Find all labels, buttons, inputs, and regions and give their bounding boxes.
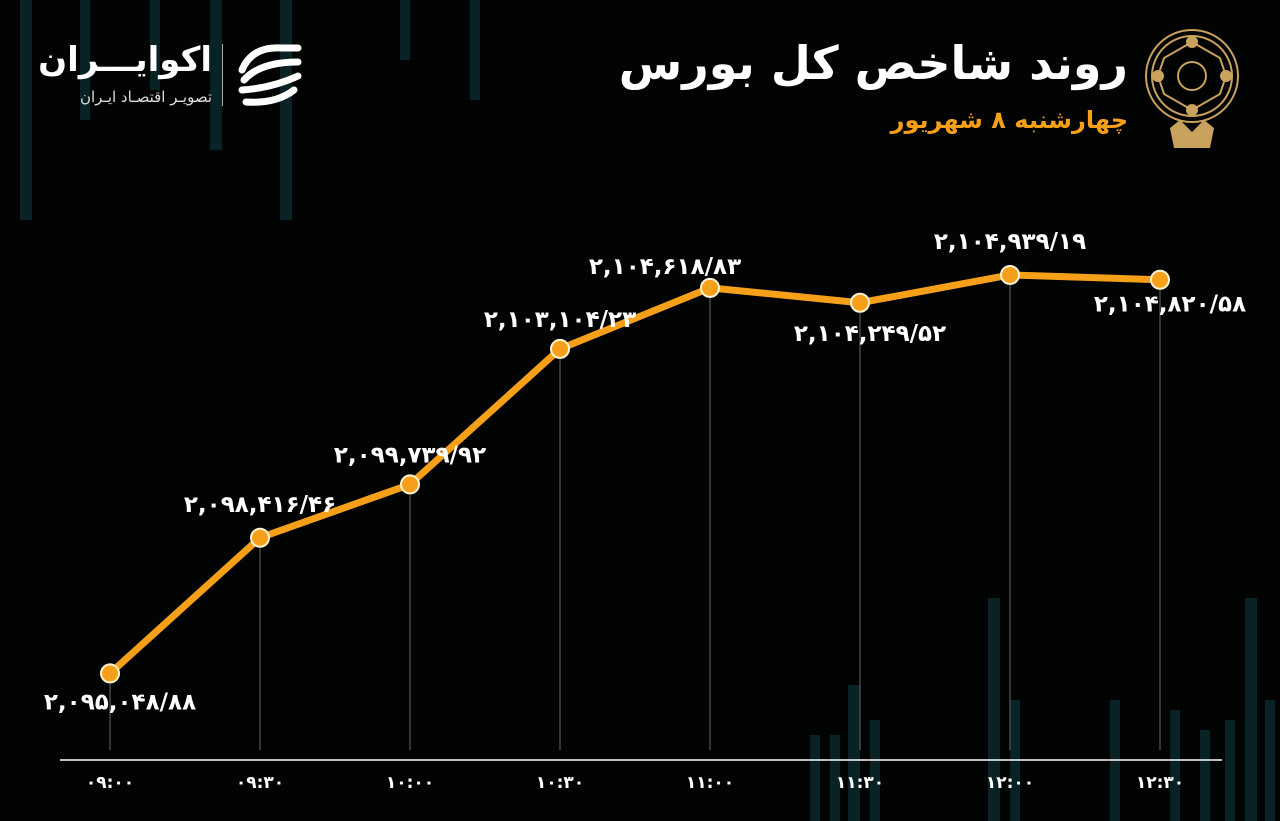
background-bar [470,0,480,100]
x-tick-label: ۱۱:۳۰ [836,773,884,793]
x-tick-label: ۱۱:۰۰ [686,773,734,793]
data-label: ۲,۱۰۴,۲۴۹/۵۲ [794,321,946,347]
chart-title: روند شاخص کل بورس [618,36,1128,90]
background-bar [810,735,820,821]
background-bar [20,0,32,220]
data-point [550,338,570,359]
data-label: ۲,۰۹۸,۴۱۶/۴۶ [184,492,336,518]
data-label: ۲,۱۰۴,۶۱۸/۸۳ [589,254,741,280]
data-label: ۲,۱۰۴,۹۳۹/۱۹ [934,229,1086,255]
background-bar [150,0,160,90]
x-tick-label: ۰۹:۳۰ [236,773,284,793]
brand-name: اکوایـــران [38,40,212,80]
background-bar [1170,710,1180,821]
data-label: ۲,۱۰۳,۱۰۴/۲۳ [484,307,636,333]
background-bar [988,598,1000,821]
brand-logo: اکوایـــران تصویـر اقتصـاد ایـران [38,40,312,110]
background-bar [280,0,292,220]
data-point [400,474,420,495]
data-point [250,527,270,548]
data-point [1150,269,1170,290]
data-label: ۲,۰۹۹,۷۳۹/۹۲ [334,442,486,468]
background-bar [80,0,90,120]
background-bar [848,685,860,821]
background-bar [210,0,222,150]
x-tick-label: ۰۹:۰۰ [86,773,134,793]
data-label: ۲,۰۹۵,۰۴۸/۸۸ [44,689,196,715]
stock-exchange-seal-icon [1145,29,1239,148]
ecoiran-logo-icon [238,44,302,106]
data-point [100,663,120,684]
chart-subtitle: چهارشنبه ۸ شهریور [890,106,1128,134]
x-tick-label: ۱۲:۳۰ [1136,773,1184,793]
data-point [850,292,870,313]
data-label: ۲,۱۰۴,۸۲۰/۵۸ [1094,292,1246,318]
background-bar [1265,700,1275,821]
x-tick-label: ۱۰:۰۰ [386,773,434,793]
background-bar [1245,598,1257,821]
background-bar [400,0,410,60]
series-line [107,271,1161,677]
data-point [1000,264,1020,285]
background-bar [1200,730,1210,821]
x-tick-label: ۱۰:۳۰ [536,773,584,793]
background-bar [830,735,840,821]
brand-divider [222,44,223,106]
brand-tagline: تصویـر اقتصـاد ایـران [79,88,212,106]
background-bar [870,720,880,821]
x-tick-label: ۱۲:۰۰ [986,773,1034,793]
data-point [700,277,720,298]
background-bar [1225,720,1235,821]
